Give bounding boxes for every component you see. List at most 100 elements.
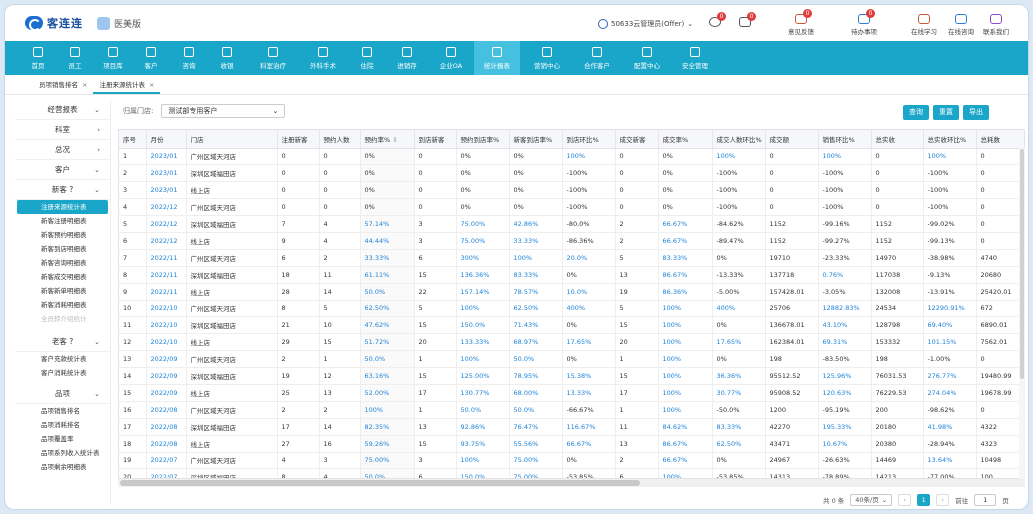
chevron-right-icon: › xyxy=(97,145,100,154)
table-row[interactable]: 10 2022/10 广州区域天河店 8 5 62.50% 5 100% 62.50% 400% 5… xyxy=(119,300,1024,318)
nav-marketing[interactable]: 营销中心 xyxy=(528,41,566,75)
nav-inventory[interactable]: 进销存 xyxy=(392,41,422,75)
nav-project[interactable]: 项目库 xyxy=(98,41,128,75)
table-row[interactable]: 19 2022/07 广州区域天河店 4 3 75.00% 3 100% 75.00% 0% 2 66… xyxy=(119,452,1024,470)
sidebar-item-new-consumption[interactable]: 新客消耗明细表 xyxy=(41,301,87,309)
column-header[interactable]: 预约率% ⇕ xyxy=(360,130,415,149)
tab-item-sales-rank[interactable]: 员项销售排名 × xyxy=(33,76,93,94)
close-icon[interactable]: × xyxy=(82,81,88,89)
table-cell: 25 xyxy=(277,384,320,402)
sidebar-item-item-consumption[interactable]: 品项消耗排名 xyxy=(41,421,80,429)
nav-security[interactable]: 安全管理 xyxy=(676,41,714,75)
sidebar-item-item-coverage[interactable]: 品项覆盖率 xyxy=(41,435,74,443)
sidebar-item-new-consult[interactable]: 新客咨询明细表 xyxy=(41,259,87,267)
sidebar-item-item-sales[interactable]: 品项销售排名 xyxy=(41,407,80,415)
table-row[interactable]: 7 2022/11 广州区域天河店 6 2 33.33% 6 300% 100% 20.0% 5 83… xyxy=(119,249,1024,267)
table-row[interactable]: 20 2022/07 深圳区域福田店 8 4 50.0% 6 150.0% 75.00% -53.… xyxy=(119,468,1024,478)
nav-staff[interactable]: 员工 xyxy=(62,41,88,75)
message-icon[interactable]: 0 xyxy=(709,12,726,27)
contact-us-button[interactable]: 联系我们 xyxy=(983,14,1009,36)
table-row[interactable]: 4 2022/12 广州区域天河店 0 0 0% 0 0% 0% -100% 0 0% -100% 0 -1… xyxy=(119,198,1024,217)
sidebar-group-customer[interactable]: 客户 ⌄ xyxy=(15,160,110,180)
user-menu[interactable]: 50633云管理员(Offer) ⌄ xyxy=(598,19,693,29)
nav-config[interactable]: 配置中心 xyxy=(628,41,666,75)
nav-cashier[interactable]: 收银 xyxy=(214,41,240,75)
next-page-button[interactable]: › xyxy=(936,494,950,506)
column-header: 总实收环比% xyxy=(923,130,977,149)
table-cell: 150.0% xyxy=(456,316,510,335)
sidebar-subgroup-old-customer[interactable]: 老客 ? ⌄ xyxy=(15,332,110,352)
horizontal-scrollbar[interactable] xyxy=(118,479,1025,487)
nav-surgery[interactable]: 外科手术 xyxy=(304,41,342,75)
sidebar-group-business-reports[interactable]: 经营报表 ⌄ xyxy=(15,100,110,120)
store-select[interactable]: 测试部专用客户 ⌄ xyxy=(161,104,286,118)
table-cell: 136678.01 xyxy=(765,316,819,335)
reset-button[interactable]: 重置 xyxy=(933,105,959,120)
sidebar-item-item-series[interactable]: 品项系列收入统计表 xyxy=(41,449,100,457)
sidebar-item-new-visit[interactable]: 新客到店明细表 xyxy=(41,245,87,253)
page-size-select[interactable]: 40条/页 ⌄ xyxy=(850,494,893,506)
query-button[interactable]: 查询 xyxy=(903,105,929,120)
nav-report[interactable]: 统计报表 xyxy=(474,41,520,75)
sidebar-item-new-deal[interactable]: 新客成交明细表 xyxy=(41,273,87,281)
table-row[interactable]: 12 2022/10 线上店 29 15 51.72% 20 133.33% 68.97% 17.… xyxy=(119,333,1024,352)
sidebar-item-item-remaining[interactable]: 品项剩余明细表 xyxy=(41,463,87,471)
scroll-thumb[interactable] xyxy=(120,480,640,486)
todo-button[interactable]: 0 待办事项 xyxy=(851,9,877,36)
table-cell: 1152 xyxy=(765,232,819,250)
table-cell: 195.33% xyxy=(818,418,872,436)
nav-treatment[interactable]: 科室治疗 xyxy=(254,41,292,75)
table-row[interactable]: 9 2022/11 线上店 28 14 50.0% 22 157.14% 78.57% 10.0%… xyxy=(119,283,1024,301)
table-row[interactable]: 5 2022/12 深圳区域福田店 7 4 57.14% 3 75.00% 42.86% -80.… xyxy=(119,215,1024,233)
sidebar-subgroup-new-customer[interactable]: 新客 ? ⌄ xyxy=(15,180,110,200)
sort-icon[interactable]: ⇕ xyxy=(390,135,398,144)
sidebar-item-recharge[interactable]: 客户充款统计表 xyxy=(41,355,87,363)
online-consult-button[interactable]: 在线咨询 xyxy=(948,14,974,36)
sidebar-item-new-registration[interactable]: 新客注册明细表 xyxy=(41,217,87,225)
online-learning-button[interactable]: 在线学习 xyxy=(911,14,937,36)
close-icon[interactable]: × xyxy=(148,81,155,89)
sidebar-group-overview[interactable]: 总况 › xyxy=(15,140,110,160)
sidebar-item-new-order[interactable]: 新客新单明细表 xyxy=(41,287,87,295)
table-cell: 76229.53 xyxy=(871,384,924,402)
table-row[interactable]: 3 2023/01 线上店 0 0 0% 0 0% 0% -100% 0 0% -100% 0 -100% 0… xyxy=(119,181,1024,200)
goto-page-input[interactable]: 1 xyxy=(974,494,997,506)
table-row[interactable]: 17 2022/08 深圳区域福田店 17 14 82.35% 13 92.86% 76.47%… xyxy=(119,418,1024,436)
table-row[interactable]: 6 2022/12 线上店 9 4 44.44% 3 75.00% 33.33% -86.36% 2… xyxy=(119,232,1024,250)
current-page[interactable]: 1 xyxy=(917,494,931,506)
scroll-thumb[interactable] xyxy=(1020,149,1024,379)
cashier-icon xyxy=(222,46,232,57)
table-row[interactable]: 14 2022/09 深圳区域福田店 19 12 63.16% 15 125.00% 78.95… xyxy=(119,367,1024,385)
table-cell: 12882.83% xyxy=(818,300,872,318)
table-row[interactable]: 18 2022/08 线上店 27 16 59.26% 15 93.75% 55.56% 66.6… xyxy=(119,435,1024,453)
table-row[interactable]: 8 2022/11 深圳区域福田店 18 11 61.11% 15 136.36% 83.33%… xyxy=(119,266,1024,284)
sidebar-group-items[interactable]: 品项 ⌄ xyxy=(15,384,110,404)
logo[interactable]: 客连连 xyxy=(25,15,83,31)
nav-home[interactable]: 首页 xyxy=(26,41,50,75)
sidebar-item-new-appointment[interactable]: 新客预约明细表 xyxy=(41,231,87,239)
sidebar-item-registration-source[interactable]: 注册来源统计表 xyxy=(17,200,108,214)
prev-page-button[interactable]: ‹ xyxy=(898,494,912,506)
table-cell: 100% xyxy=(658,333,713,352)
feedback-button[interactable]: 0 意见反馈 xyxy=(788,9,814,36)
table-row[interactable]: 2 2023/01 深圳区域福田店 0 0 0% 0 0% 0% -100% 0 0% -100% 0 -1… xyxy=(119,164,1024,183)
mail-icon[interactable]: 0 xyxy=(739,12,756,27)
table-row[interactable]: 15 2022/09 线上店 25 13 52.00% 17 130.77% 68.00% 13.… xyxy=(119,384,1024,402)
table-row[interactable]: 16 2022/08 广州区域天河店 2 2 100% 1 50.0% 50.0% -66.67%… xyxy=(119,401,1024,419)
table-cell: 0 xyxy=(765,181,819,200)
nav-hospital[interactable]: 住院 xyxy=(354,41,380,75)
export-button[interactable]: 导出 xyxy=(963,105,989,120)
nav-customer[interactable]: 客户 xyxy=(138,41,164,75)
table-row[interactable]: 1 2023/01 广州区域天河店 0 0 0% 0 0% 0% 100% 0 0% 100% 0 100%… xyxy=(119,148,1024,166)
vertical-scrollbar[interactable] xyxy=(1019,147,1025,479)
nav-partner[interactable]: 合作客户 xyxy=(578,41,616,75)
tab-registration-source[interactable]: 注册来源统计表 × xyxy=(93,76,161,94)
sidebar-group-department[interactable]: 科室 › xyxy=(15,120,110,140)
table-row[interactable]: 11 2022/10 深圳区域福田店 21 10 47.62% 15 150.0% 71.43%… xyxy=(119,316,1024,335)
nav-consult[interactable]: 咨询 xyxy=(176,41,202,75)
sidebar-item-consumption[interactable]: 客户消耗统计表 xyxy=(41,369,87,377)
table-cell: -99.02% xyxy=(923,215,977,233)
table-row[interactable]: 13 2022/09 广州区域天河店 2 1 50.0% 1 100% 50.0% 0% 1 100%… xyxy=(119,350,1024,369)
sidebar-item-referral[interactable]: 全员转介绍统计 xyxy=(41,315,87,323)
nav-oa[interactable]: 企业OA xyxy=(436,41,466,75)
